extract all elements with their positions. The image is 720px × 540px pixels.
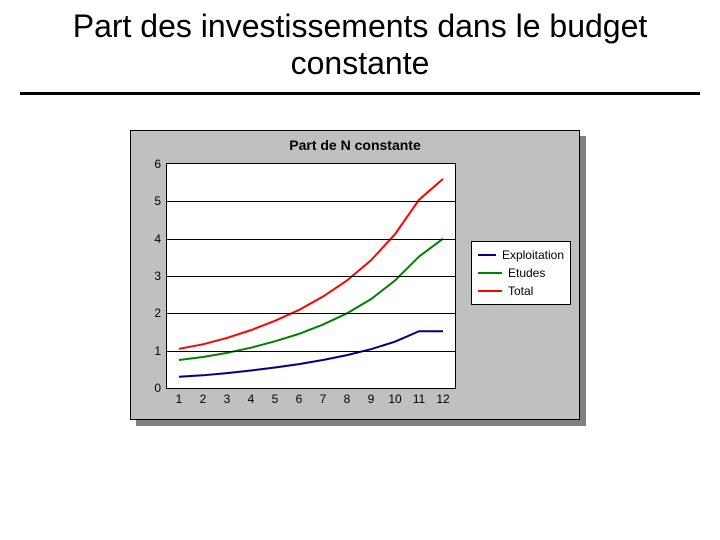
gridline — [167, 313, 455, 314]
x-tick-label: 8 — [344, 392, 351, 406]
x-tick-label: 10 — [388, 392, 401, 406]
gridline — [167, 201, 455, 202]
y-tick-label: 3 — [141, 269, 161, 283]
slide: Part des investissements dans le budget … — [0, 0, 720, 540]
y-tick-label: 5 — [141, 194, 161, 208]
x-tick-label: 12 — [436, 392, 449, 406]
x-tick-label: 9 — [368, 392, 375, 406]
legend-label: Total — [508, 284, 533, 298]
series-line-etudes — [179, 239, 443, 360]
title-underline — [20, 92, 700, 95]
y-tick-label: 0 — [141, 381, 161, 395]
x-tick-label: 1 — [176, 392, 183, 406]
y-tick-label: 1 — [141, 344, 161, 358]
legend-swatch — [478, 290, 502, 292]
y-tick-label: 2 — [141, 306, 161, 320]
legend-item: Total — [478, 282, 564, 300]
x-tick-label: 6 — [296, 392, 303, 406]
gridline — [167, 276, 455, 277]
x-tick-label: 2 — [200, 392, 207, 406]
chart-title: Part de N constante — [131, 137, 579, 153]
legend-label: Etudes — [508, 266, 545, 280]
legend-item: Etudes — [478, 264, 564, 282]
legend-item: Exploitation — [478, 246, 564, 264]
series-line-total — [179, 179, 443, 349]
legend-label: Exploitation — [502, 248, 564, 262]
chart-container: Part de N constante 01234561234567891011… — [130, 130, 580, 420]
legend-swatch — [478, 272, 502, 274]
page-title: Part des investissements dans le budget … — [0, 8, 720, 82]
plot-area: 0123456123456789101112 — [166, 163, 456, 389]
x-tick-label: 3 — [224, 392, 231, 406]
gridline — [167, 351, 455, 352]
legend-swatch — [478, 254, 496, 256]
x-tick-label: 5 — [272, 392, 279, 406]
y-tick-label: 4 — [141, 232, 161, 246]
x-tick-label: 7 — [320, 392, 327, 406]
x-tick-label: 4 — [248, 392, 255, 406]
x-tick-label: 11 — [413, 392, 425, 406]
y-tick-label: 6 — [141, 157, 161, 171]
legend: Exploitation Etudes Total — [471, 241, 571, 305]
gridline — [167, 239, 455, 240]
